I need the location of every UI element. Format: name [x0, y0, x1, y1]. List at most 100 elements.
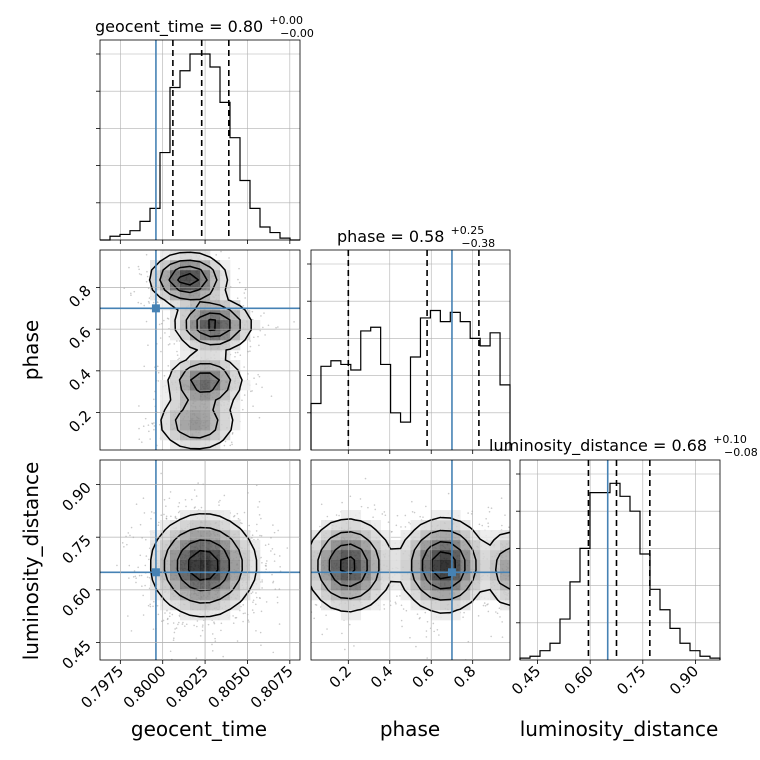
sample-point	[315, 604, 318, 606]
sample-point	[514, 563, 516, 565]
sample-point	[478, 523, 481, 526]
sample-point	[234, 355, 236, 358]
density-cell	[420, 590, 431, 601]
sample-point	[139, 523, 142, 526]
sample-point	[147, 424, 150, 426]
sample-point	[183, 625, 186, 627]
sample-point	[263, 312, 265, 314]
sample-point	[488, 510, 491, 513]
density-cell	[170, 290, 181, 301]
sample-point	[517, 578, 519, 580]
sample-point	[467, 512, 469, 514]
density-cell	[210, 430, 221, 441]
density-frame	[99, 459, 301, 661]
density-cell	[360, 530, 371, 541]
sample-point	[153, 428, 155, 431]
sample-point	[247, 619, 250, 622]
sample-point	[419, 515, 421, 518]
sample-point	[175, 517, 178, 520]
density-cell	[460, 550, 471, 561]
contour-line	[168, 265, 231, 393]
sample-point	[264, 544, 267, 547]
density-cell	[320, 580, 332, 591]
density-cell	[180, 580, 191, 591]
sample-point	[411, 510, 414, 513]
sample-point	[135, 581, 137, 584]
density-cell	[200, 350, 211, 361]
density-cell	[400, 570, 411, 581]
sample-point	[245, 288, 247, 290]
density-cell	[180, 410, 191, 421]
sample-point	[237, 517, 240, 520]
density-cell	[190, 590, 201, 601]
density-cell	[360, 580, 371, 591]
density-cell	[490, 560, 501, 571]
density-cell	[200, 340, 211, 351]
density-cell	[320, 550, 332, 561]
sample-point	[149, 605, 152, 608]
density-cell	[460, 540, 471, 551]
density-cell	[430, 550, 441, 561]
density-cell	[500, 560, 510, 571]
sample-point	[145, 538, 147, 541]
sample-point	[528, 542, 530, 544]
sample-point	[308, 595, 310, 597]
sample-point	[326, 515, 329, 518]
sample-point	[143, 512, 146, 514]
density-cell	[350, 560, 362, 571]
tick-label-geocent-time: 0.7975	[77, 662, 127, 712]
sample-point	[520, 592, 522, 594]
density-cell	[420, 600, 431, 611]
density-cell	[190, 300, 201, 311]
density-cell	[180, 310, 191, 321]
sample-point	[522, 537, 524, 539]
sample-point	[240, 605, 242, 608]
density-cell	[200, 430, 211, 441]
density-cell	[230, 530, 241, 541]
density-cell	[470, 590, 481, 601]
density-cell	[480, 580, 491, 591]
sample-point	[504, 514, 506, 516]
sample-point	[242, 408, 244, 411]
density-cell	[340, 600, 352, 611]
density-cell	[220, 540, 231, 551]
density-cell	[210, 520, 221, 531]
sample-point	[463, 611, 465, 614]
sample-point	[172, 622, 175, 624]
sample-point	[173, 631, 176, 634]
sample-point	[253, 611, 255, 614]
sample-point	[258, 500, 261, 503]
sample-point	[426, 657, 428, 659]
density-cell	[180, 510, 191, 521]
sample-point	[381, 513, 384, 515]
density-cell	[230, 590, 241, 601]
sample-point	[130, 630, 133, 632]
density-cell	[170, 380, 181, 391]
sample-point	[133, 570, 136, 572]
sample-point	[153, 398, 155, 401]
density-cell	[160, 540, 171, 551]
sample-point	[514, 582, 516, 584]
contour-line	[149, 512, 258, 618]
density-cell	[190, 440, 201, 450]
density-cell	[420, 520, 431, 531]
sample-point	[513, 582, 515, 584]
sample-point	[518, 588, 520, 590]
sample-point	[359, 498, 362, 500]
density-cell	[330, 550, 342, 561]
density-cell	[160, 400, 171, 411]
sample-point	[137, 301, 140, 304]
density-cell	[230, 340, 241, 351]
sample-point	[273, 553, 276, 556]
density-cell	[220, 420, 231, 431]
density-cell	[440, 570, 451, 581]
sample-point	[425, 505, 427, 508]
sample-point	[148, 558, 150, 561]
sample-point	[191, 242, 193, 244]
density-cell	[350, 590, 362, 601]
density-cell	[440, 550, 451, 561]
density-cell	[190, 520, 201, 531]
contour-line	[163, 526, 243, 604]
sample-point	[232, 615, 234, 617]
density-cell	[210, 530, 221, 541]
